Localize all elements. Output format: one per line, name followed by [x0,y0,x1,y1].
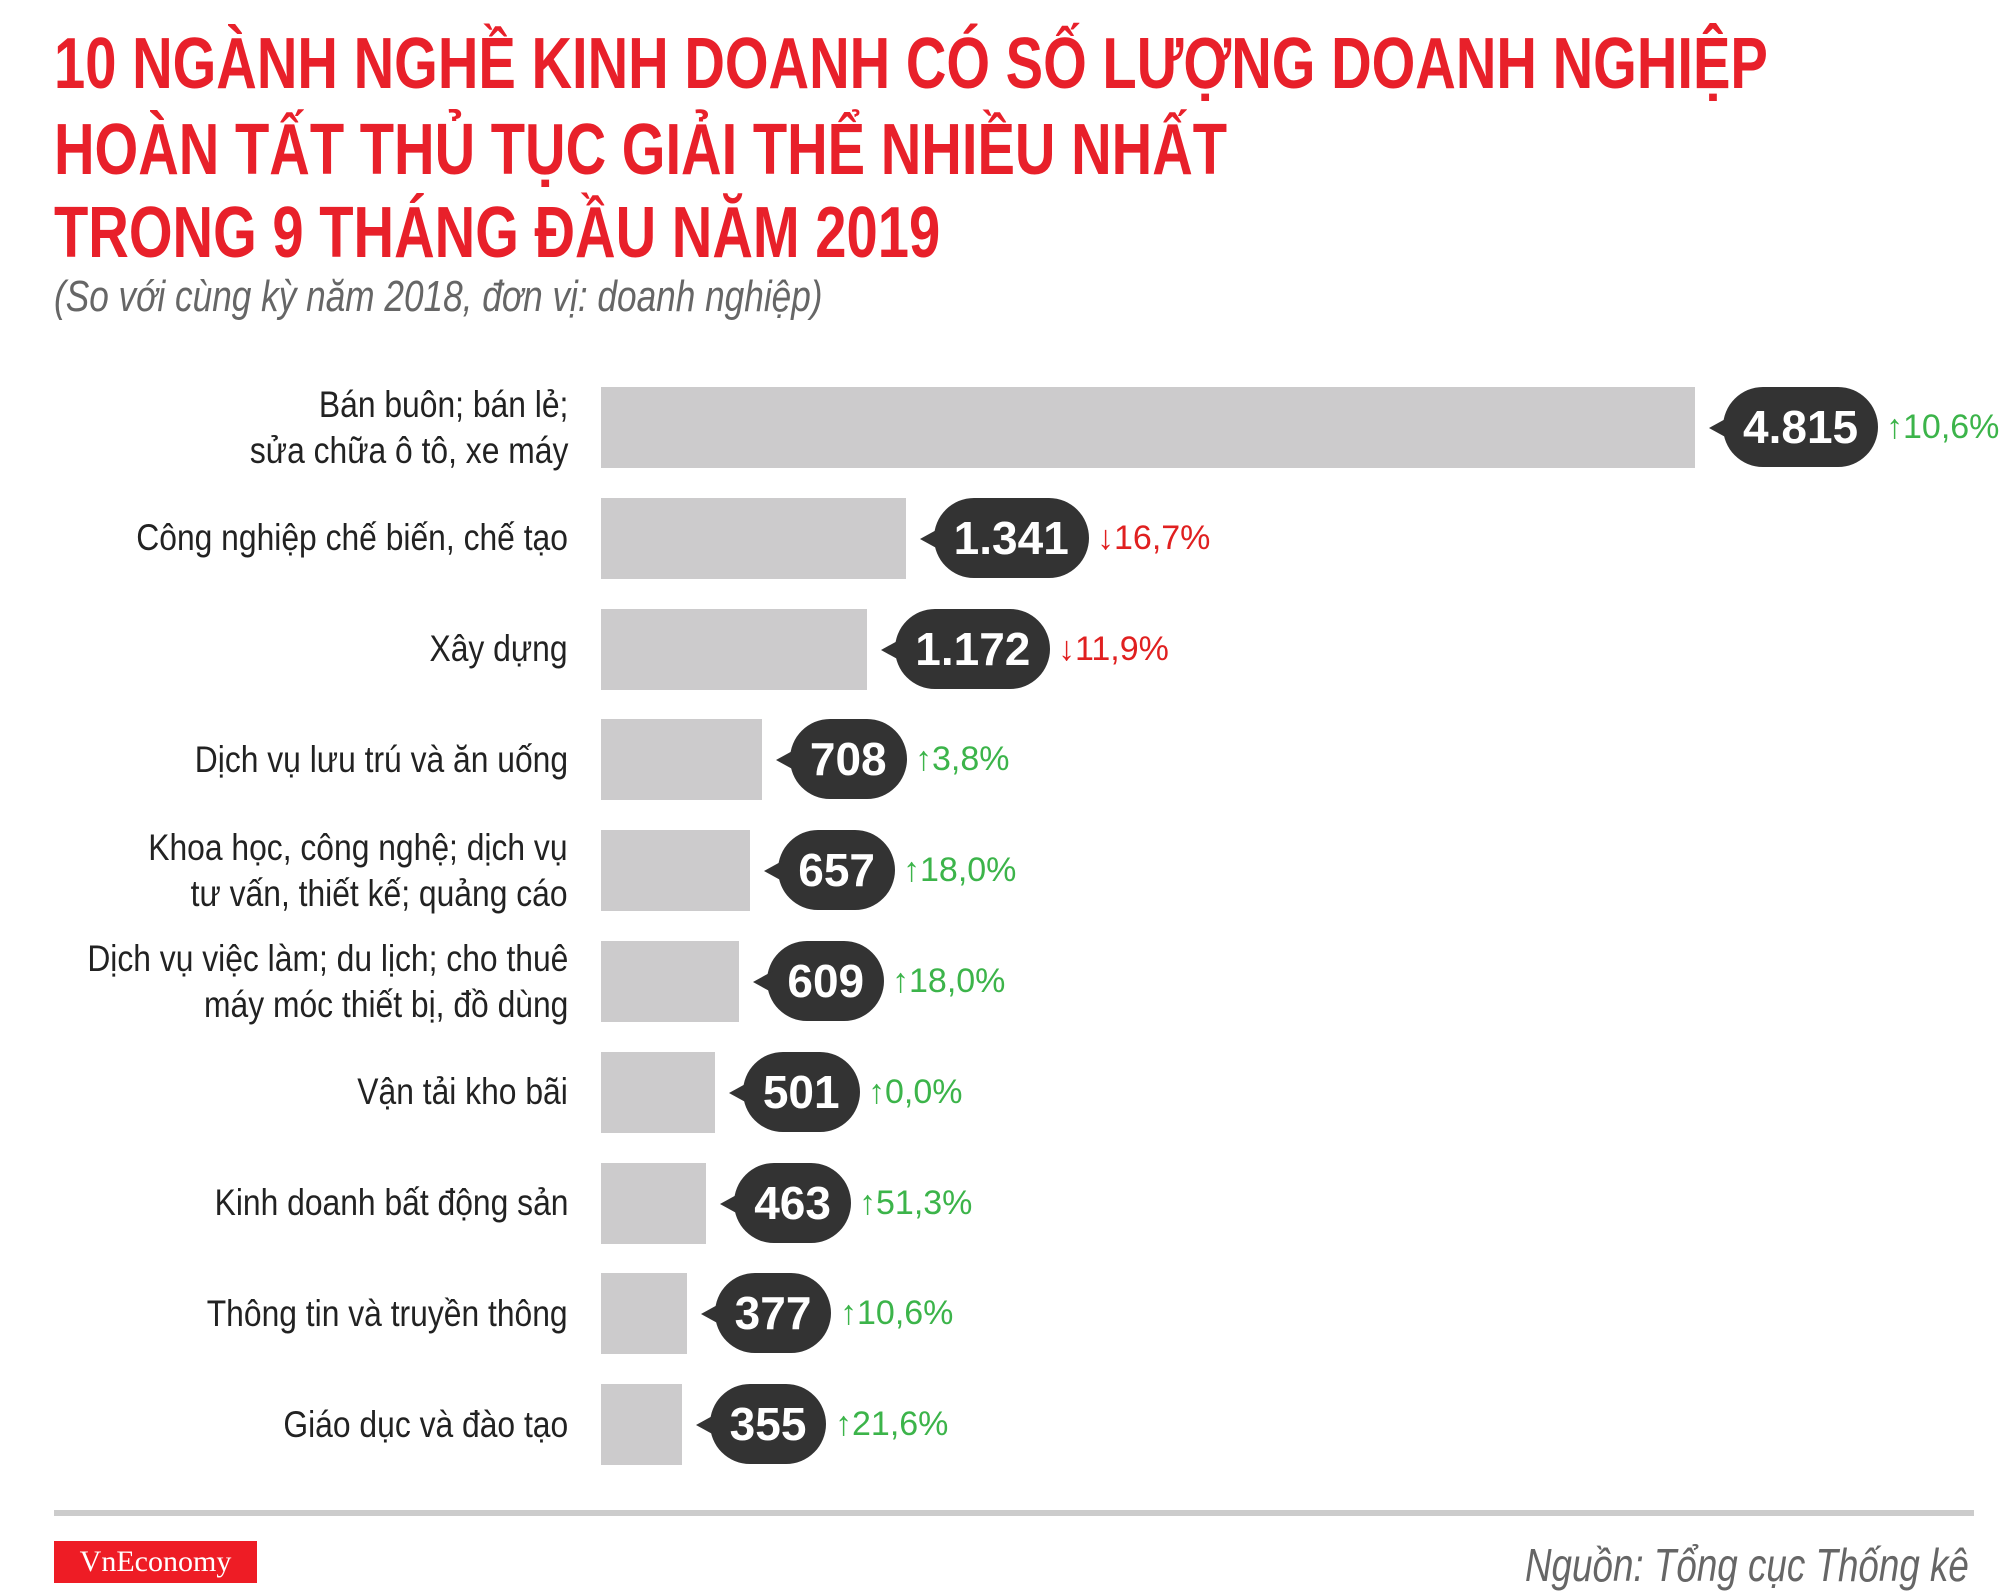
category-label: Giáo dục và đào tạo [237,1402,568,1448]
category-label: Xây dựng [407,626,568,672]
arrow-up-icon: ↑ [1886,408,1903,446]
category-label-line: tư vấn, thiết kế; quảng cáo [191,872,568,914]
category-label-line: Giáo dục và đào tạo [283,1403,568,1445]
category-label-line: máy móc thiết bị, đồ dùng [203,983,568,1025]
category-label: Kinh doanh bất động sản [157,1180,568,1226]
change-value: 18,0% [920,851,1017,890]
change-value: 16,7% [1114,518,1211,557]
bar [601,1273,687,1355]
bar-row: Thông tin và truyền thông 377 ↑10,6% [0,1273,2000,1355]
bar-row: Khoa học, công nghệ; dịch vụ tư vấn, thiế… [0,827,2000,914]
category-label-line: Công nghiệp chế biến, chế tạo [136,517,568,559]
arrow-up-icon: ↑ [840,1294,857,1333]
change-value: 51,3% [876,1183,973,1222]
change-label: ↑18,0% [892,941,1005,1021]
change-label: ↑10,6% [840,1273,953,1353]
value-label: 355 [695,1384,827,1465]
bar [601,719,762,801]
bar [601,608,868,690]
arrow-up-icon: ↑ [859,1183,876,1222]
value-label: 657 [764,830,896,911]
bar [601,387,1695,468]
category-label-line: Vận tải kho bãi [357,1071,568,1113]
change-label: ↑0,0% [868,1052,963,1132]
value-label: 501 [728,1051,860,1132]
arrow-up-icon: ↑ [915,740,932,779]
value-label: 609 [753,941,885,1021]
change-label: ↑3,8% [915,719,1010,799]
bar-row: Dịch vụ việc làm; du lịch; cho thuê máy m… [0,938,2000,1025]
value-label: 463 [720,1162,851,1243]
footer-divider [54,1510,1974,1516]
category-label: Dịch vụ lưu trú và ăn uống [134,737,568,783]
bar [601,1162,707,1244]
category-label: Thông tin và truyền thông [148,1291,568,1337]
change-value: 10,6% [857,1294,954,1333]
category-label: Dịch vụ việc làm; du lịch; cho thuê máy m… [9,936,568,1028]
value-label: 377 [700,1273,832,1354]
change-value: 11,9% [1075,629,1169,668]
title-line-2: HOÀN TẤT THỦ TỤC GIẢI THỂ NHIỀU NHẤT [54,110,1228,190]
change-label: ↑10,6% [1886,387,1999,467]
bar-row: Kinh doanh bất động sản 463 ↑51,3% [0,1162,2000,1244]
change-label: ↑51,3% [859,1163,972,1243]
bar [601,1051,715,1133]
bar-row: Xây dựng 1.172 ↓11,9% [0,608,2000,690]
bar-row: Dịch vụ lưu trú và ăn uống 708 ↑3,8% [0,719,2000,801]
change-value: 10,6% [1903,408,2000,446]
change-value: 3,8% [932,740,1010,779]
category-label: Công nghiệp chế biến, chế tạo [66,515,568,561]
category-label-line: Dịch vụ việc làm; du lịch; cho thuê [86,937,568,979]
vneconomy-logo: VnEconomy [54,1541,257,1583]
arrow-down-icon: ↓ [1058,629,1075,668]
title-line-3: TRONG 9 THÁNG ĐẦU NĂM 2019 [54,193,941,273]
category-label-line: sửa chữa ô tô, xe máy [249,429,568,471]
title-line-1: 10 NGÀNH NGHỀ KINH DOANH CÓ SỐ LƯỢNG DOA… [54,24,1768,104]
change-value: 18,0% [909,962,1006,1000]
change-label: ↓16,7% [1097,498,1210,578]
category-label: Vận tải kho bãi [323,1069,568,1115]
arrow-up-icon: ↑ [903,851,920,890]
subtitle: (So với cùng kỳ năm 2018, đơn vị: doanh … [54,272,823,321]
value-label: 1.172 [881,608,1051,689]
bar-row: Giáo dục và đào tạo 355 ↑21,6% [0,1384,2000,1466]
bar [601,1384,682,1466]
value-label: 4.815 [1708,387,1879,467]
category-label: Khoa học, công nghệ; dịch vụ tư vấn, thiế… [80,825,568,917]
category-label-line: Bán buôn; bán lẻ; [318,383,568,425]
change-label: ↑21,6% [835,1384,948,1464]
change-label: ↑18,0% [903,830,1016,910]
category-label-line: Thông tin và truyền thông [207,1292,568,1334]
category-label-line: Kinh doanh bất động sản [214,1182,568,1224]
bar [601,941,740,1022]
bar-row: Bán buôn; bán lẻ; sửa chữa ô tô, xe máy 4.… [0,384,2000,471]
category-label-line: Dịch vụ lưu trú và ăn uống [194,738,568,780]
category-label-line: Xây dựng [429,628,568,670]
bar-row: Vận tải kho bãi 501 ↑0,0% [0,1051,2000,1133]
category-label-line: Khoa học, công nghệ; dịch vụ [148,826,568,868]
arrow-up-icon: ↑ [868,1072,885,1111]
arrow-up-icon: ↑ [892,962,909,1000]
change-value: 0,0% [885,1072,963,1111]
change-value: 21,6% [852,1405,949,1444]
source-note: Nguồn: Tổng cục Thống kê [1525,1539,1969,1591]
value-label: 1.341 [919,497,1089,578]
bar [601,497,906,579]
change-label: ↓11,9% [1058,609,1169,689]
bar [601,830,751,912]
arrow-down-icon: ↓ [1097,518,1114,557]
bar-row: Công nghiệp chế biến, chế tạo 1.341 ↓16,7% [0,497,2000,579]
arrow-up-icon: ↑ [835,1405,852,1444]
category-label: Bán buôn; bán lẻ; sửa chữa ô tô, xe máy [198,382,568,474]
value-label: 708 [775,719,907,800]
